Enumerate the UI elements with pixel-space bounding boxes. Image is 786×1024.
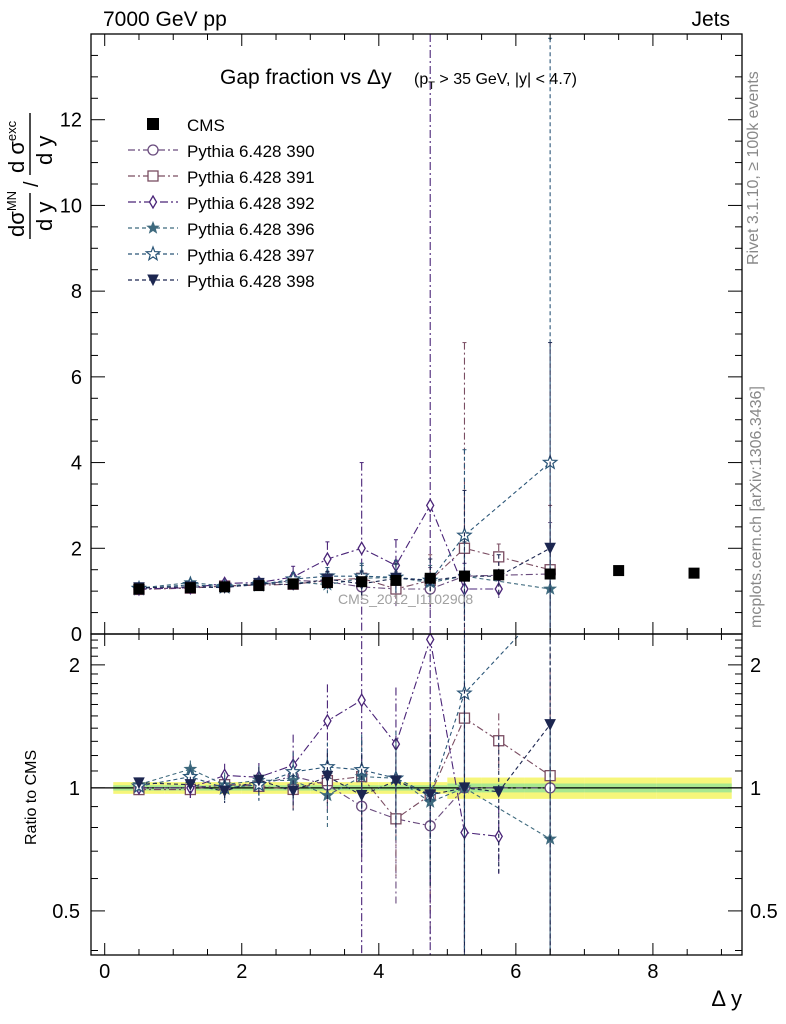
ratio-tick-label-left: 1	[69, 778, 80, 800]
cms-data-point	[219, 581, 231, 593]
y-tick-label: 10	[60, 195, 82, 217]
y-tick-label: 2	[71, 538, 82, 560]
header-process: 7000 GeV pp	[103, 8, 227, 31]
data-point	[323, 551, 332, 567]
series-pythia-6-428-391-line	[138, 547, 551, 590]
legend-marker	[148, 194, 158, 210]
ratio-tick-label-right: 1	[750, 778, 761, 800]
ratio-point	[323, 713, 332, 729]
ratio-point	[287, 785, 299, 798]
legend-marker	[147, 274, 159, 287]
series-pythia-6-428-390-line	[138, 573, 551, 590]
ratio-point	[218, 785, 231, 798]
ratio-point	[390, 775, 402, 788]
ratio-point	[133, 777, 145, 790]
cms-data-point	[390, 574, 402, 586]
ratio-tick-label-left: 2	[69, 655, 80, 677]
x-tick-label: 8	[647, 961, 658, 983]
ratio-point	[458, 782, 471, 795]
legend-label: Pythia 6.428 391	[187, 168, 315, 187]
cms-data-point	[253, 580, 265, 592]
series-pythia-6-428-392-ratio-line	[138, 639, 499, 837]
svg-text:/: /	[21, 181, 43, 187]
x-tick-label: 6	[510, 961, 521, 983]
legend-marker	[147, 144, 159, 156]
cms-data-point	[287, 578, 299, 590]
chart-title-cut: (pT > 35 GeV, |y| < 4.7)	[414, 71, 577, 92]
series-pythia-6-428-397-ratio-line	[138, 634, 521, 796]
x-tick-label: 4	[373, 961, 384, 983]
legend-label: Pythia 6.428 390	[187, 142, 315, 161]
y-tick-label: 4	[71, 453, 82, 475]
series-pythia-6-428-390-main	[133, 522, 556, 626]
cms-data-point	[613, 565, 625, 577]
y-tick-label: 8	[71, 281, 82, 303]
chart-title: Gap fraction vs Δy	[220, 66, 392, 89]
ratio-axis-label: Ratio to CMS	[23, 750, 40, 845]
cms-data-point	[458, 570, 470, 582]
legend-marker	[146, 220, 160, 234]
legend-label: Pythia 6.428 398	[187, 272, 315, 291]
legend-label: Pythia 6.428 397	[187, 246, 315, 265]
y-tick-label: 0	[71, 624, 82, 646]
data-point	[357, 540, 366, 556]
ratio-point	[321, 770, 334, 783]
series-pythia-6-428-392-line	[138, 504, 499, 590]
analysis-watermark: CMS_2012_I1102908	[338, 591, 473, 607]
data-point	[425, 498, 435, 513]
ratio-plot-frame	[90, 633, 743, 956]
legend-marker	[144, 245, 162, 262]
ratio-point	[424, 789, 437, 801]
y-axis-ratio: 0.5 0.5 1 1 2 2	[52, 639, 778, 952]
ratio-tick-label-right: 0.5	[750, 901, 778, 923]
series-pythia-6-428-397-line	[138, 462, 551, 590]
x-tick-label: 2	[236, 961, 247, 983]
x-axis: 0 2 4 6 8	[99, 34, 722, 983]
series-pythia-6-428-398-ratio-line	[138, 724, 551, 796]
ratio-point	[357, 692, 366, 708]
svg-text:dσMNd y: dσMNd y	[4, 191, 57, 237]
ratio-tick-label-right: 2	[750, 655, 761, 677]
cms-data-point	[321, 577, 333, 589]
ratio-point	[492, 786, 505, 798]
cms-data-point	[184, 582, 196, 594]
cms-data-point	[133, 583, 145, 595]
data-point	[494, 581, 503, 597]
data-point	[544, 542, 556, 555]
series-pythia-6-428-398-ratio	[133, 634, 556, 955]
legend-label: Pythia 6.428 396	[187, 220, 315, 239]
series-pythia-6-428-398-line	[138, 547, 551, 589]
ratio-point	[253, 774, 265, 787]
legend-marker	[147, 170, 159, 182]
cms-data-point	[356, 576, 368, 588]
x-axis-label: Δ y	[711, 986, 742, 1011]
ratio-point	[355, 789, 368, 802]
legend-label: Pythia 6.428 392	[187, 194, 315, 213]
ratio-point	[184, 779, 197, 791]
cms-data-point	[544, 568, 556, 580]
legend-label: CMS	[187, 116, 225, 135]
series-cms	[133, 565, 700, 595]
y-axis-main: 0 2 4 6 8 10 12	[60, 33, 742, 646]
ratio-tick-label-left: 0.5	[52, 901, 80, 923]
series-pythia-6-428-397-ratio	[130, 634, 551, 955]
ratio-point	[425, 634, 435, 647]
y-tick-label: 12	[60, 110, 82, 132]
series-pythia-6-428-392-ratio	[134, 634, 503, 955]
series-pythia-6-428-396-ratio	[132, 705, 558, 955]
ratio-point	[544, 719, 556, 731]
svg-text:d σexcd y: d σexcd y	[4, 120, 57, 173]
header-observable: Jets	[691, 8, 730, 31]
cms-data-point	[493, 569, 505, 581]
y-tick-label: 6	[71, 367, 82, 389]
legend-marker-cms	[147, 118, 159, 130]
legend: CMS Pythia 6.428 390 Pythia 6.428 391 Pythi…	[128, 116, 315, 291]
main-axis-label: dσMNd y / d σexcd y	[4, 113, 57, 239]
x-tick-label: 0	[99, 961, 110, 983]
cms-data-point	[688, 567, 700, 579]
cms-data-point	[424, 572, 436, 584]
